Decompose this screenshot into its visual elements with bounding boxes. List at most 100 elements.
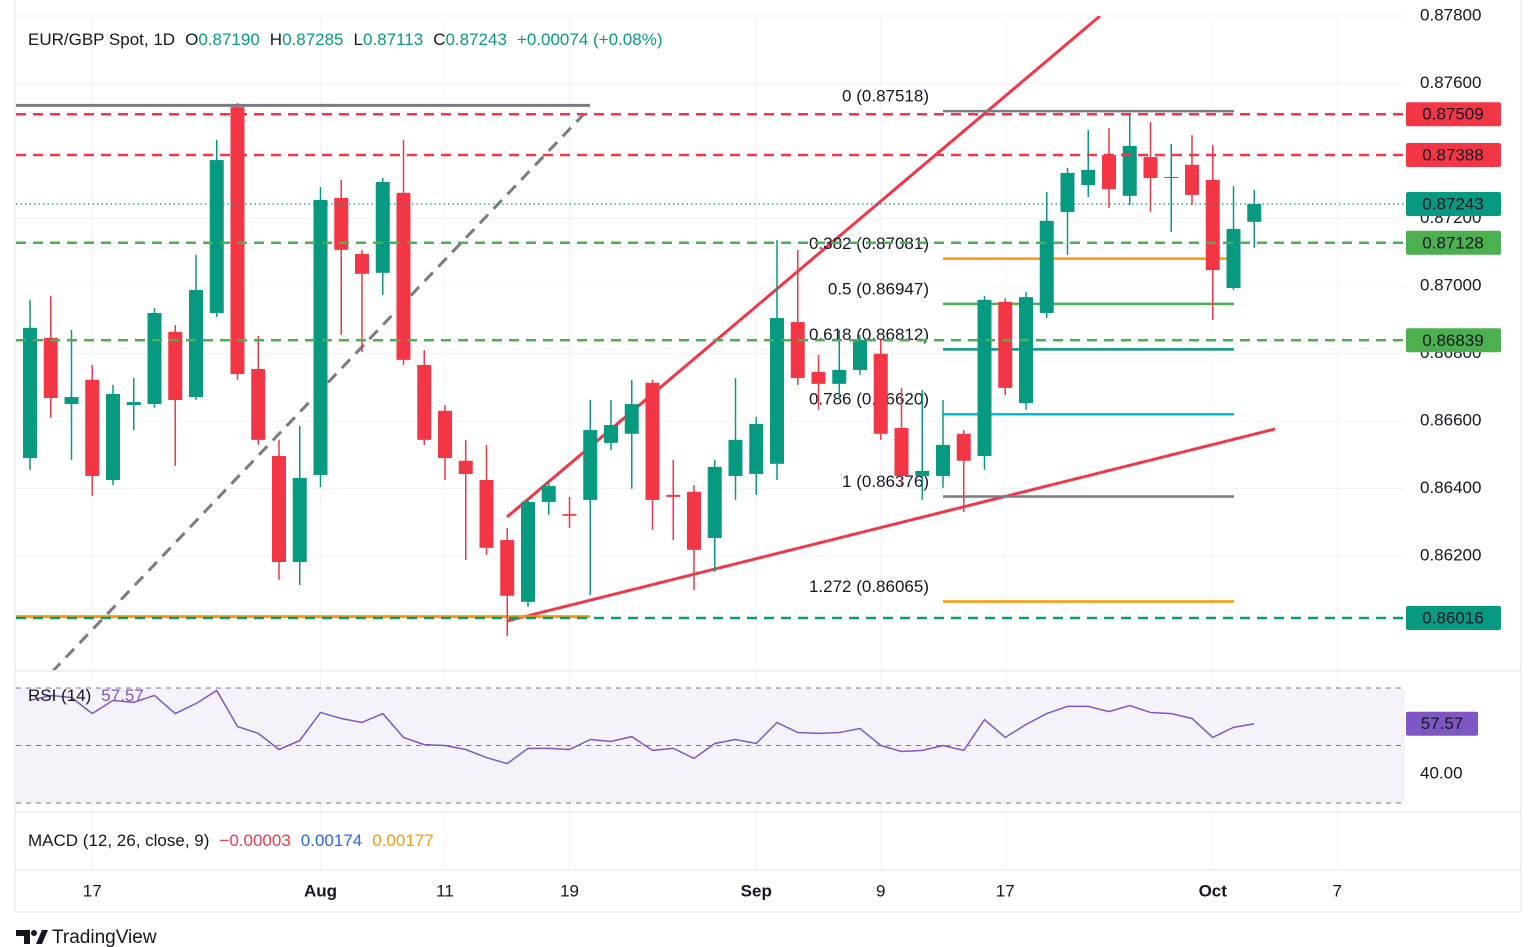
price-label: 0.87243 <box>1422 194 1483 213</box>
candle-body <box>1226 228 1241 288</box>
x-tick-label: 9 <box>876 881 885 900</box>
candle-body <box>85 379 100 476</box>
candle-body <box>272 456 286 563</box>
candle-body <box>396 192 411 360</box>
legend-value: 0.87190 <box>198 30 259 49</box>
candle-body <box>583 430 598 500</box>
candle-body <box>458 460 473 474</box>
candle-body <box>728 439 743 476</box>
symbol: EUR/GBP Spot, 1D <box>28 30 175 49</box>
rsi-legend: RSI (14) 57.57 <box>28 686 144 705</box>
candle-body <box>438 410 452 459</box>
candle-body <box>998 301 1013 388</box>
price-label-box <box>1406 230 1501 255</box>
candle-body <box>479 480 494 548</box>
price-label-box <box>1406 143 1501 168</box>
candle-body <box>521 501 535 602</box>
candle-body <box>687 491 701 550</box>
candle-body <box>23 327 37 459</box>
candle-body <box>624 404 639 434</box>
candle-body <box>1247 203 1262 222</box>
candle-body <box>375 182 390 273</box>
candle-body <box>1164 176 1179 178</box>
candle-body <box>1019 297 1033 404</box>
x-tick-label: Oct <box>1199 881 1228 900</box>
candle-body <box>790 322 805 379</box>
candle-body <box>500 540 515 596</box>
y-tick-label: 0.86400 <box>1420 478 1481 497</box>
price-label-box <box>1406 606 1501 631</box>
y-tick-label: 0.86200 <box>1420 545 1481 564</box>
candle-body <box>666 494 681 497</box>
legend-value: 0.87285 <box>282 30 343 49</box>
x-tick-label: 11 <box>436 881 454 900</box>
rsi-title: RSI (14) <box>28 686 91 705</box>
rsi-value: 57.57 <box>101 686 144 705</box>
price-label-box <box>1406 102 1501 127</box>
candle-body <box>562 514 577 516</box>
candle-body <box>355 253 369 274</box>
price-label-box <box>1406 191 1501 216</box>
candle-body <box>209 160 224 313</box>
y-tick-label: 0.86600 <box>1420 410 1481 429</box>
price-label: 0.87509 <box>1422 105 1483 124</box>
candle-body <box>1102 155 1116 190</box>
candle-body <box>832 369 847 384</box>
candle-body <box>1185 164 1199 195</box>
x-tick-label: 17 <box>83 881 102 900</box>
price-label: 0.87388 <box>1422 146 1483 165</box>
candle-body <box>956 433 971 461</box>
candle-body <box>292 477 307 563</box>
fib-label: 0.786 (0.86620) <box>809 390 929 409</box>
candle-body <box>541 486 556 502</box>
legend-key: H <box>270 30 282 49</box>
brand-logo <box>16 930 48 944</box>
candle-body <box>1205 180 1220 271</box>
candle-body <box>334 197 349 250</box>
legend: EUR/GBP Spot, 1D O0.87190 H0.87285 L0.87113… <box>28 30 662 49</box>
candle-body <box>1081 169 1096 186</box>
candle-body <box>707 466 722 539</box>
y-tick-label: 0.87600 <box>1420 73 1481 92</box>
y-tick-label: 0.87000 <box>1420 275 1481 294</box>
candle-body <box>1039 220 1054 313</box>
rsi-tick-label: 40.00 <box>1420 764 1463 783</box>
candle-body <box>936 444 950 476</box>
fib-label: 0 (0.87518) <box>842 87 929 106</box>
fib-label: 1 (0.86376) <box>842 472 929 491</box>
candle-body <box>106 393 120 481</box>
macd-legend: MACD (12, 26, close, 9) −0.00003 0.00174 0.… <box>28 831 434 850</box>
legend-value: 0.87243 <box>445 30 506 49</box>
candle-body <box>147 312 162 405</box>
x-tick-label: 17 <box>996 881 1015 900</box>
legend-change: +0.00074 (+0.08%) <box>517 30 663 49</box>
candle-body <box>230 107 245 375</box>
macd-value: 0.00174 <box>301 831 362 850</box>
rsi-value-box <box>1406 711 1478 736</box>
grid <box>16 15 1405 870</box>
candle-body <box>977 299 992 457</box>
main-pane <box>16 103 1405 636</box>
legend-key: O <box>185 30 198 49</box>
brand-name: TradingView <box>52 927 157 947</box>
candle-body <box>645 382 660 500</box>
x-tick-label: Sep <box>741 881 772 900</box>
x-tick-label: 19 <box>560 881 579 900</box>
candle-body <box>873 353 888 434</box>
candle-body <box>1143 157 1158 178</box>
candle-body <box>43 337 58 399</box>
legend-key: L <box>354 30 363 49</box>
price-label: 0.86016 <box>1422 609 1483 628</box>
rsi-value-label: 57.57 <box>1421 714 1464 733</box>
price-label-box <box>1406 328 1501 353</box>
candle-body <box>894 428 909 476</box>
candle-body <box>604 425 618 443</box>
candle-body <box>915 470 930 476</box>
candle-body <box>126 402 141 406</box>
x-tick-label: Aug <box>304 881 337 900</box>
candle-body <box>811 372 826 384</box>
candle-body <box>853 339 867 370</box>
candle-body <box>189 290 203 397</box>
rsi-line <box>29 689 1255 765</box>
candle-body <box>770 318 784 464</box>
